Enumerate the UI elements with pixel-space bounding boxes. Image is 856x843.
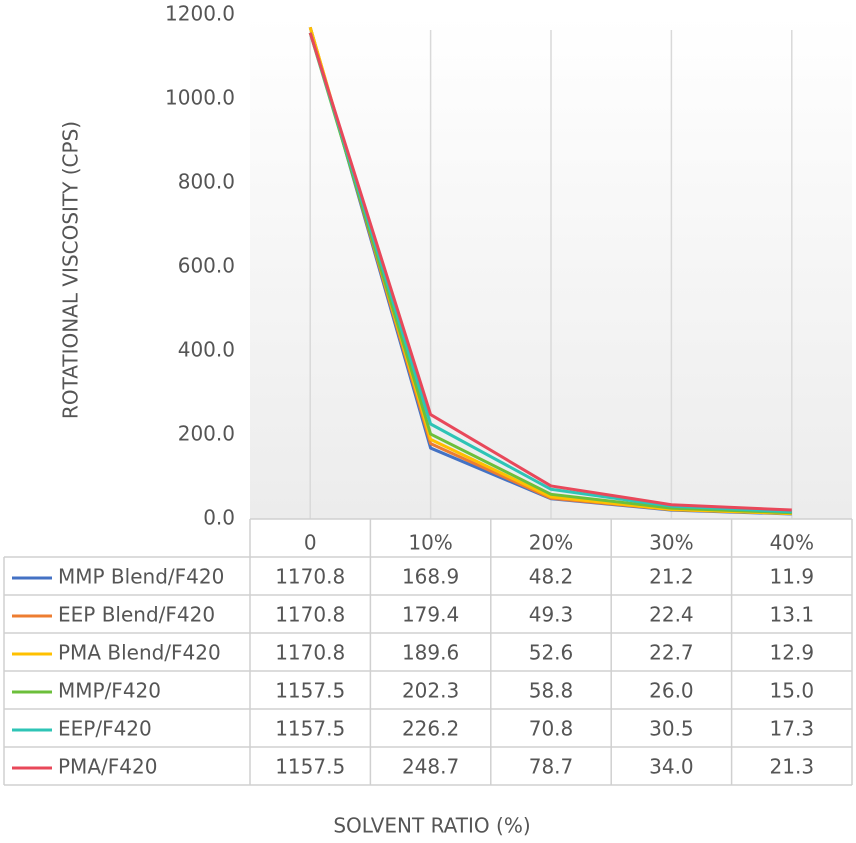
legend-label: EEP Blend/F420 — [58, 603, 215, 627]
x-axis-title: SOLVENT RATIO (%) — [333, 814, 530, 838]
table-value: 49.3 — [529, 603, 574, 627]
table-value: 15.0 — [770, 679, 815, 703]
table-value: 13.1 — [770, 603, 815, 627]
table-value: 1170.8 — [275, 641, 345, 665]
series-line — [308, 32, 792, 512]
table-value: 1157.5 — [275, 717, 345, 741]
table-value: 21.3 — [770, 755, 815, 779]
table-value: 202.3 — [402, 679, 459, 703]
y-tick-label: 800.0 — [178, 170, 235, 194]
table-value: 248.7 — [402, 755, 459, 779]
table-value: 1157.5 — [275, 679, 345, 703]
table-value: 48.2 — [529, 565, 574, 589]
y-tick-label: 1000.0 — [165, 86, 235, 110]
table-value: 1157.5 — [275, 755, 345, 779]
table-value: 70.8 — [529, 717, 574, 741]
y-tick-label: 0.0 — [203, 506, 235, 530]
table-value: 1170.8 — [275, 565, 345, 589]
series-line — [308, 32, 792, 515]
series-line — [308, 32, 792, 514]
y-axis-title: ROTATIONAL VISCOSITY (CPS) — [59, 121, 83, 419]
table-value: 26.0 — [649, 679, 694, 703]
table-value: 189.6 — [402, 641, 459, 665]
table-value: 22.4 — [649, 603, 694, 627]
legend-label: MMP Blend/F420 — [58, 565, 224, 589]
table-value: 11.9 — [770, 565, 815, 589]
y-tick-label: 200.0 — [178, 422, 235, 446]
table-value: 30.5 — [649, 717, 694, 741]
x-tick-label: 30% — [649, 531, 693, 555]
table-value: 58.8 — [529, 679, 574, 703]
table-value: 21.2 — [649, 565, 694, 589]
table-value: 17.3 — [770, 717, 815, 741]
y-tick-label: 1200.0 — [165, 2, 235, 26]
x-tick-label: 10% — [408, 531, 452, 555]
table-value: 179.4 — [402, 603, 459, 627]
legend-label: EEP/F420 — [58, 717, 152, 741]
legend-label: PMA Blend/F420 — [58, 641, 221, 665]
x-tick-label: 0 — [304, 531, 317, 555]
x-tick-label: 40% — [770, 531, 814, 555]
table-value: 226.2 — [402, 717, 459, 741]
table-value: 1170.8 — [275, 603, 345, 627]
table-value: 52.6 — [529, 641, 574, 665]
table-value: 12.9 — [770, 641, 815, 665]
y-tick-label: 600.0 — [178, 254, 235, 278]
table-value: 34.0 — [649, 755, 694, 779]
legend-label: PMA/F420 — [58, 755, 157, 779]
table-value: 22.7 — [649, 641, 694, 665]
y-tick-label: 400.0 — [178, 338, 235, 362]
legend-label: MMP/F420 — [58, 679, 161, 703]
table-value: 78.7 — [529, 755, 574, 779]
table-value: 168.9 — [402, 565, 459, 589]
x-tick-label: 20% — [529, 531, 573, 555]
